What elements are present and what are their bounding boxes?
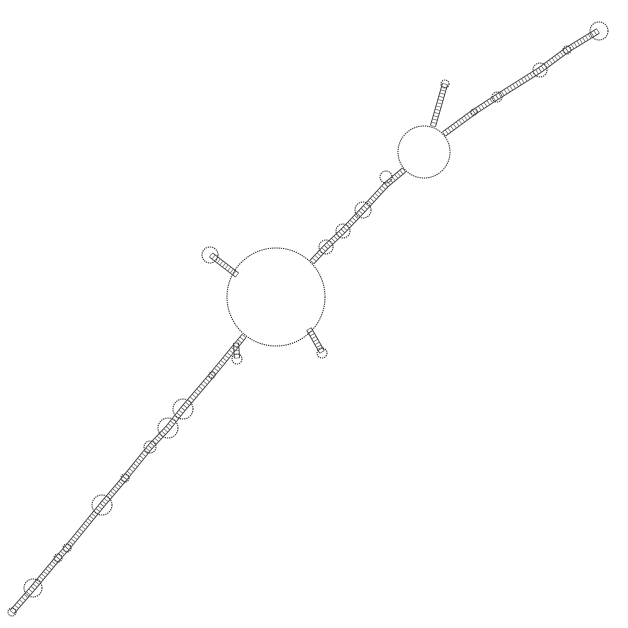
hairpin-loop xyxy=(440,79,450,89)
terminal-loop xyxy=(7,607,17,617)
hairpin-loop xyxy=(201,246,219,264)
internal-loop xyxy=(318,239,334,255)
internal-loop xyxy=(53,553,63,563)
stem-segment xyxy=(360,182,389,213)
internal-loop xyxy=(379,170,393,184)
internal-loop xyxy=(23,578,43,598)
stem-segment xyxy=(538,47,569,73)
terminal-loop xyxy=(589,21,609,41)
stem-segment xyxy=(64,503,105,550)
internal-loop xyxy=(172,398,194,420)
stem-segment xyxy=(180,373,215,411)
internal-loop xyxy=(470,108,478,116)
hairpin-stem xyxy=(430,82,448,128)
internal-loop xyxy=(491,91,503,103)
side-stem xyxy=(209,252,239,278)
internal-loop xyxy=(532,62,548,78)
internal-loop xyxy=(335,223,351,239)
internal-loop xyxy=(562,45,572,55)
stem-segment xyxy=(442,109,476,137)
large-multiloop xyxy=(226,247,326,347)
stem-segment xyxy=(9,585,36,615)
internal-loop xyxy=(143,440,157,454)
internal-loop xyxy=(62,543,72,553)
internal-loop xyxy=(91,494,113,516)
hairpin-loop xyxy=(316,347,328,359)
internal-loop xyxy=(208,371,216,379)
internal-loop xyxy=(157,417,179,439)
stem-segment xyxy=(340,207,366,234)
stem-segment xyxy=(30,556,61,590)
stem-segment xyxy=(495,67,542,100)
stem-segment xyxy=(565,28,600,53)
stem-segment xyxy=(99,476,128,507)
stem-segment xyxy=(209,334,247,377)
small-multiloop xyxy=(397,125,451,179)
loop-group xyxy=(7,21,609,617)
internal-loop xyxy=(354,201,372,219)
stem-segment xyxy=(472,94,499,115)
stem-segment xyxy=(323,228,346,250)
stem-segment xyxy=(147,425,171,450)
internal-loop xyxy=(120,473,130,483)
hairpin-loop xyxy=(231,353,243,365)
stem-segment xyxy=(384,167,406,188)
side-stem xyxy=(306,327,325,354)
helix-group xyxy=(9,28,600,615)
